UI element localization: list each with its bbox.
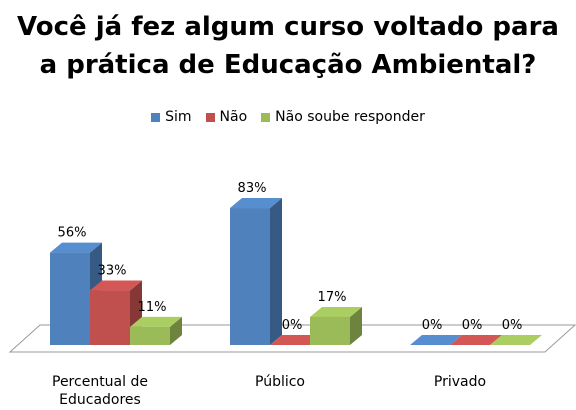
bar bbox=[230, 208, 270, 345]
bar bbox=[90, 290, 130, 345]
x-tick-label: Privado bbox=[433, 374, 487, 390]
bar-top bbox=[450, 335, 502, 345]
x-tick-label: Público bbox=[255, 374, 305, 390]
data-label: 11% bbox=[138, 300, 167, 315]
data-label: 0% bbox=[502, 318, 523, 333]
data-label: 17% bbox=[318, 290, 347, 305]
bar-top bbox=[310, 306, 362, 317]
legend-item: Não soube responder bbox=[261, 109, 425, 125]
legend-swatch bbox=[261, 112, 271, 122]
bar-top bbox=[230, 198, 282, 209]
legend-item: Não bbox=[205, 109, 248, 125]
bar bbox=[50, 252, 90, 345]
bar bbox=[130, 326, 170, 345]
bar-side bbox=[170, 316, 182, 345]
bar-top bbox=[270, 335, 322, 345]
legend-swatch bbox=[205, 112, 215, 122]
legend-label: Não bbox=[219, 109, 248, 125]
bar bbox=[310, 316, 350, 345]
bar-side bbox=[350, 306, 362, 345]
legend-label: Não soube responder bbox=[275, 109, 425, 125]
data-label: 56% bbox=[58, 226, 87, 241]
data-label: 33% bbox=[98, 264, 127, 279]
bar-top bbox=[90, 280, 142, 291]
legend-label: Sim bbox=[165, 109, 192, 125]
data-label: 0% bbox=[422, 318, 443, 333]
bar-top bbox=[410, 335, 462, 345]
legend-item: Sim bbox=[151, 109, 192, 125]
data-label: 83% bbox=[238, 181, 267, 196]
data-label: 0% bbox=[462, 318, 483, 333]
chart-title: Você já fez algum curso voltado para a p… bbox=[17, 12, 559, 80]
bar-side bbox=[270, 198, 282, 345]
legend: Sim Não Não soube responder bbox=[0, 109, 576, 125]
bar-top bbox=[50, 242, 102, 253]
x-tick-label: Percentual de Educadores bbox=[52, 374, 148, 408]
bar-top bbox=[130, 316, 182, 327]
bar-top bbox=[490, 335, 542, 345]
legend-swatch bbox=[151, 112, 161, 122]
data-label: 0% bbox=[282, 318, 303, 333]
